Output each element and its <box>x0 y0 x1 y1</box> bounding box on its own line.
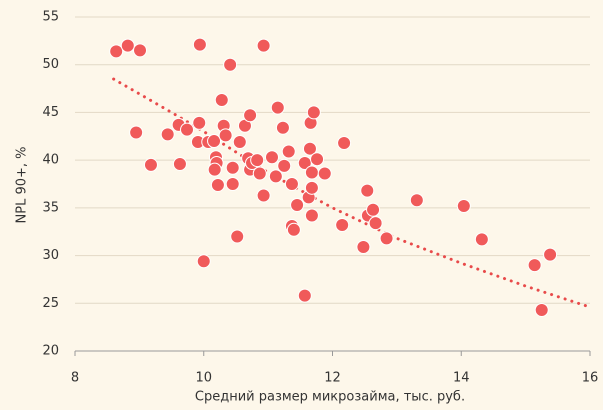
point <box>256 38 271 53</box>
x-tick-label: 8 <box>71 371 79 386</box>
point <box>534 302 549 317</box>
point <box>474 232 489 247</box>
point <box>297 288 312 303</box>
point <box>310 152 325 167</box>
point <box>281 144 296 159</box>
point <box>252 166 267 181</box>
point <box>456 198 471 213</box>
point <box>366 202 381 217</box>
x-tick-label: 16 <box>582 371 599 386</box>
point <box>196 254 211 269</box>
point <box>192 37 207 52</box>
trend-line <box>112 77 592 309</box>
point <box>317 166 332 181</box>
y-tick-label: 25 <box>42 296 59 311</box>
point <box>284 177 299 191</box>
point <box>129 125 144 140</box>
point <box>214 93 229 108</box>
point <box>143 157 158 172</box>
point <box>232 135 247 150</box>
point <box>368 216 383 231</box>
point <box>109 44 124 59</box>
point <box>160 127 175 142</box>
point <box>180 122 195 137</box>
y-tick-label: 20 <box>42 344 59 359</box>
point <box>218 128 233 143</box>
point <box>356 239 371 254</box>
point <box>256 188 271 203</box>
y-tick-label: 40 <box>42 153 59 168</box>
point <box>243 108 258 123</box>
x-axis-label: Средний размер микрозайма, тыс. руб. <box>195 390 465 405</box>
x-tick-label: 12 <box>324 371 341 386</box>
point <box>302 141 317 156</box>
point <box>379 231 394 246</box>
point <box>120 38 135 53</box>
point <box>223 57 238 72</box>
point <box>133 43 148 58</box>
point <box>225 177 240 191</box>
point <box>360 183 375 198</box>
point <box>337 135 352 150</box>
y-tick-label: 50 <box>42 57 59 72</box>
y-tick-label: 45 <box>42 105 59 120</box>
y-tick-label: 55 <box>42 10 59 25</box>
y-axis-label: NPL 90+, % <box>15 147 30 224</box>
point <box>250 153 265 168</box>
point <box>527 258 542 273</box>
y-tick-label: 35 <box>42 200 59 215</box>
point <box>230 229 245 244</box>
point <box>277 158 292 173</box>
point <box>306 105 321 120</box>
point <box>286 222 301 237</box>
point <box>543 247 558 262</box>
point <box>207 162 222 177</box>
point <box>304 180 319 195</box>
x-tick-label: 14 <box>453 371 470 386</box>
point <box>207 134 222 149</box>
point <box>172 156 187 171</box>
point <box>192 115 207 130</box>
point <box>275 120 290 135</box>
x-tick-label: 10 <box>195 371 212 386</box>
point <box>335 218 350 233</box>
point <box>290 197 305 212</box>
point <box>409 193 424 208</box>
point <box>270 100 285 115</box>
point <box>225 160 240 175</box>
y-tick-label: 30 <box>42 248 59 263</box>
point <box>264 150 279 165</box>
point <box>210 177 225 192</box>
point <box>304 165 319 180</box>
point <box>304 208 319 223</box>
point <box>268 169 283 184</box>
